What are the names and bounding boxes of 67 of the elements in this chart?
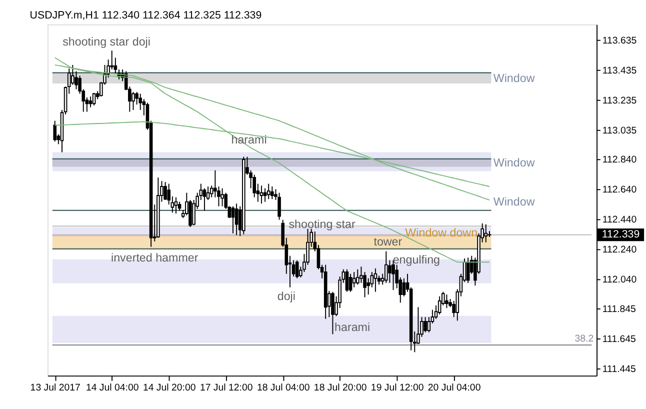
- candlestick: [445, 294, 448, 309]
- annotation: tower: [374, 235, 402, 248]
- candlestick: [220, 188, 224, 207]
- x-tick-label: 18 Jul 20:00: [314, 382, 368, 394]
- candlestick: [388, 260, 392, 284]
- y-tick-label: 112.040: [602, 274, 638, 286]
- candlestick: [174, 196, 178, 214]
- candlestick: [402, 278, 406, 297]
- y-tick-label: 113.635: [602, 35, 637, 46]
- x-tick-label: 13 Jul 2017: [30, 382, 80, 394]
- annotation: shooting star: [288, 218, 356, 232]
- candlestick: [53, 120, 57, 142]
- annotation: inverted hammer: [110, 252, 198, 264]
- candlestick: [356, 268, 360, 286]
- x-tick-label: 19 Jul 12:00: [370, 382, 424, 394]
- x-tick-label: 17 Jul 12:00: [200, 382, 254, 394]
- candlestick: [92, 92, 96, 106]
- candlestick: [231, 206, 235, 234]
- y-tick-label: 111.445: [602, 364, 636, 375]
- ref-line-label: Window: [493, 196, 536, 209]
- candlestick: [88, 96, 92, 108]
- candlestick: [352, 272, 356, 288]
- candlestick: [202, 188, 206, 212]
- y-tick-label: 113.235: [602, 95, 637, 106]
- band-label: Window: [493, 72, 536, 86]
- y-tick-label: 111.845: [602, 304, 636, 315]
- candlestick: [348, 273, 352, 292]
- candlestick: [484, 224, 488, 243]
- candlestick: [270, 186, 274, 200]
- candlestick: [71, 64, 74, 86]
- y-tick-label: 111.645: [602, 334, 636, 345]
- candlestick: [384, 250, 388, 284]
- ref-line-label: 112.339: [602, 228, 640, 241]
- candlestick: [345, 268, 349, 292]
- candlestick: [438, 296, 442, 315]
- candlestick: [234, 203, 238, 236]
- candlestick: [132, 91, 135, 110]
- y-tick-label: 113.035: [602, 125, 637, 136]
- x-tick-label: 14 Jul 20:00: [142, 382, 196, 394]
- candlestick: [252, 174, 256, 198]
- candlestick: [392, 260, 395, 291]
- y-tick-label: 112.840: [602, 154, 638, 166]
- candlestick: [263, 188, 267, 202]
- annotation: harami: [334, 320, 370, 334]
- candlestick: [266, 183, 270, 200]
- candlestick: [331, 291, 334, 335]
- annotation: shooting star doji: [62, 35, 150, 48]
- band-label: Window: [493, 156, 536, 170]
- candlestick: [295, 260, 299, 279]
- chart-title: USDJPY.m,H1 112.340 112.364 112.325 112.339: [30, 10, 262, 22]
- annotation: Window down: [405, 226, 478, 240]
- annotation: doji: [277, 290, 296, 304]
- y-tick-label: 112.440: [602, 214, 638, 226]
- x-tick-label: 20 Jul 04:00: [428, 382, 482, 394]
- annotation: engulfing: [392, 253, 440, 266]
- candlestick: [164, 182, 167, 200]
- candlestick: [374, 268, 378, 292]
- y-tick-label: 112.640: [602, 184, 638, 196]
- candlestick: [278, 192, 281, 220]
- x-tick-label: 14 Jul 04:00: [86, 382, 140, 394]
- candlestick: [178, 201, 182, 212]
- y-tick-label: 113.435: [602, 65, 637, 76]
- x-tick-label: 18 Jul 04:00: [256, 382, 310, 394]
- annotation: 38.2: [574, 334, 594, 345]
- candlestick: [424, 316, 427, 333]
- y-tick-label: 112.240: [602, 244, 638, 256]
- candlestick: [260, 185, 264, 204]
